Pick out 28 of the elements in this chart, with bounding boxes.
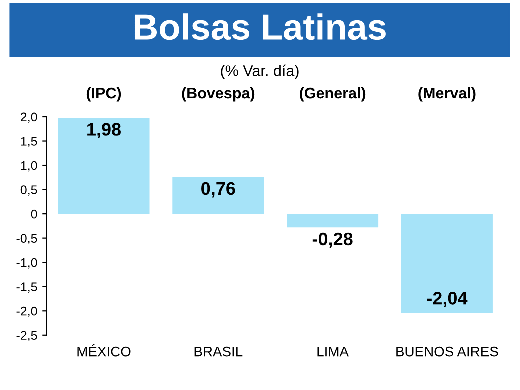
x-tick-label: BUENOS AIRES xyxy=(396,346,498,357)
y-tick-label: 0 xyxy=(31,210,38,219)
bar xyxy=(287,214,379,228)
y-tick-label: -2,5 xyxy=(16,331,38,342)
y-tick-label: -0,5 xyxy=(16,234,38,244)
bar xyxy=(401,214,493,314)
text: (General) xyxy=(300,87,366,102)
chart-subtitle: (% Var. día) xyxy=(221,64,299,80)
y-tick-label: 1,5 xyxy=(21,137,38,148)
data-label: 0,76 xyxy=(202,182,236,198)
x-tick-label: BRASIL xyxy=(194,346,243,357)
y-tick-label: -2,0 xyxy=(16,306,38,318)
x-tick-label: MÉXICO xyxy=(78,344,131,357)
data-label: -0,28 xyxy=(312,232,353,248)
x-tick-label: LIMA xyxy=(318,347,349,357)
y-tick-label: -1,0 xyxy=(16,258,38,269)
text: (IPC) xyxy=(86,87,122,102)
y-tick-label: 1,0 xyxy=(21,161,38,172)
data-label: -2,04 xyxy=(427,292,468,308)
bar xyxy=(58,118,150,214)
y-tick-label: -1,5 xyxy=(16,282,38,293)
bar xyxy=(172,177,264,214)
text: (Merval) xyxy=(418,87,476,102)
text: (Bovespa) xyxy=(182,87,255,102)
chart-title: Bolsas Latinas xyxy=(134,14,386,40)
y-tick-label: 0,5 xyxy=(20,186,38,196)
y-tick-label: 2,0 xyxy=(21,112,38,124)
data-label: 1,98 xyxy=(88,123,122,139)
